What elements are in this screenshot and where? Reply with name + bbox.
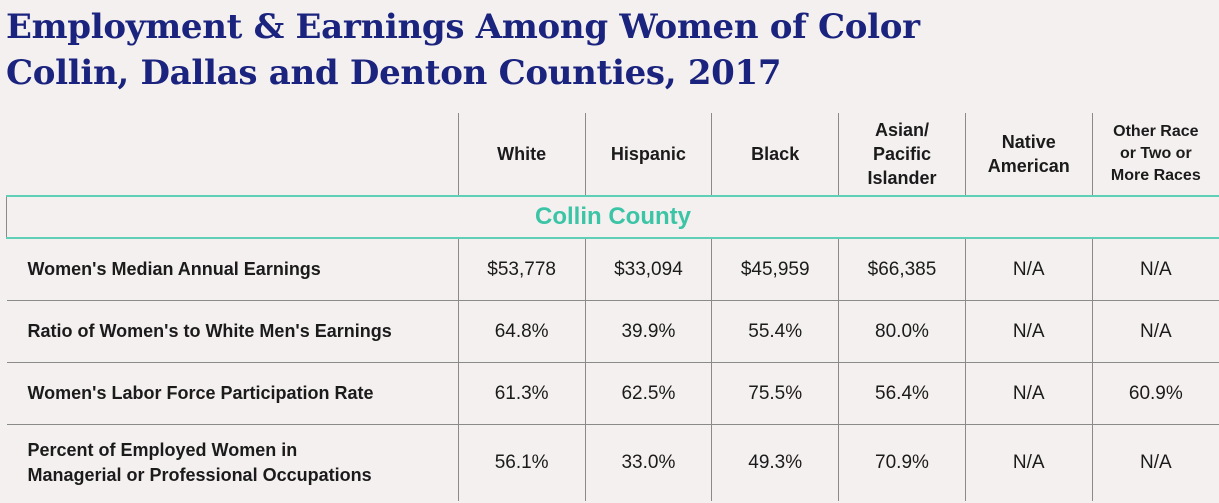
table-cell: 70.9% (838, 424, 966, 501)
col-header-line: or Two or (1119, 145, 1192, 162)
col-header-line: Other Race (1113, 123, 1199, 140)
table-cell: 75.5% (711, 362, 839, 425)
table-row: Women's Labor Force Participation Rate 6… (6, 362, 1219, 425)
col-header-other-race: Other Race or Two or More Races (1091, 113, 1219, 197)
table-cell: 56.1% (457, 424, 586, 501)
table-cell: 62.5% (584, 362, 712, 425)
row-label-line: Managerial or Professional Occupations (27, 465, 372, 485)
page-title: Employment & Earnings Among Women of Col… (6, 4, 920, 96)
col-header-line: American (987, 156, 1070, 176)
table-cell: N/A (964, 362, 1093, 425)
row-label: Women's Labor Force Participation Rate (6, 362, 459, 425)
title-line-1: Employment & Earnings Among Women of Col… (6, 7, 920, 47)
row-label: Women's Median Annual Earnings (6, 238, 459, 301)
table-cell: $33,094 (584, 238, 712, 301)
row-label-line: Ratio of Women's to White Men's Earnings (27, 321, 392, 341)
table-cell: $45,959 (711, 238, 839, 301)
table-cell: $66,385 (838, 238, 966, 301)
col-header-black: Black (711, 113, 839, 197)
table-cell: N/A (1091, 300, 1219, 363)
table-cell: 60.9% (1091, 362, 1219, 425)
header-empty-cell (6, 113, 459, 197)
row-label-line: Percent of Employed Women in (27, 440, 298, 460)
table-row: Ratio of Women's to White Men's Earnings… (6, 300, 1219, 363)
table-cell: N/A (964, 424, 1093, 501)
row-label-line: Women's Median Annual Earnings (27, 259, 321, 279)
earnings-table: White Hispanic Black Asian/ Pacific Isla… (6, 113, 1219, 501)
col-header-line: Native (1001, 132, 1056, 152)
table-row: Percent of Employed Women in Managerial … (7, 424, 1219, 502)
table-cell: 61.3% (457, 362, 586, 425)
row-label-line: Women's Labor Force Participation Rate (27, 383, 374, 403)
table-cell: 56.4% (838, 362, 966, 425)
title-line-2: Collin, Dallas and Denton Counties, 2017 (6, 53, 782, 93)
table-cell: 55.4% (711, 300, 839, 363)
table-cell: N/A (964, 238, 1093, 301)
table-cell: N/A (1091, 238, 1219, 301)
section-row: Collin County (6, 196, 1219, 239)
section-title: Collin County (6, 196, 1219, 239)
col-header-white: White (457, 113, 586, 197)
table-cell: N/A (1091, 424, 1219, 501)
table-cell: $53,778 (457, 238, 586, 301)
col-header-asian-pacific-islander: Asian/ Pacific Islander (838, 113, 966, 197)
table-cell: 33.0% (584, 424, 712, 501)
table-cell: 80.0% (838, 300, 966, 363)
col-header-native-american: Native American (964, 113, 1093, 197)
col-header-line: Pacific (872, 144, 931, 164)
col-header-line: White (497, 144, 547, 164)
table-cell: 64.8% (457, 300, 586, 363)
table-cell: 39.9% (584, 300, 712, 363)
row-label: Percent of Employed Women in Managerial … (7, 425, 459, 502)
col-header-line: Asian/ (874, 120, 929, 140)
header-row: White Hispanic Black Asian/ Pacific Isla… (6, 113, 1219, 197)
col-header-line: Hispanic (610, 144, 686, 164)
table-row: Women's Median Annual Earnings $53,778 $… (6, 238, 1219, 301)
col-header-line: Black (751, 144, 800, 164)
col-header-hispanic: Hispanic (584, 113, 712, 197)
col-header-line: Islander (867, 168, 937, 188)
table-cell: 49.3% (711, 424, 839, 501)
col-header-line: More Races (1110, 167, 1201, 184)
row-label: Ratio of Women's to White Men's Earnings (6, 300, 459, 363)
table-cell: N/A (964, 300, 1093, 363)
